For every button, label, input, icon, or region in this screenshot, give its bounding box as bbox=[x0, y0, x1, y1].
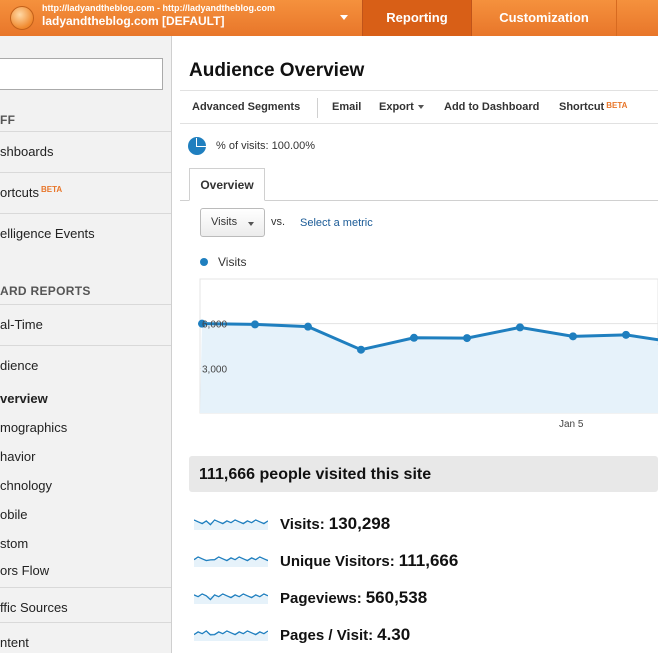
tab-reporting[interactable]: Reporting bbox=[362, 0, 472, 36]
sidebar-item-6[interactable]: dience bbox=[0, 345, 171, 385]
visits-point bbox=[622, 330, 630, 339]
sidebar-item-label: ffic Sources bbox=[0, 600, 68, 615]
sidebar-item-label: ortcuts bbox=[0, 185, 40, 200]
stat-row: Pageviews: 560,538 bbox=[194, 586, 658, 616]
segment-label: % of visits: 100.00% bbox=[216, 140, 316, 152]
top-nav-overflow bbox=[616, 0, 658, 36]
tab-divider bbox=[180, 200, 658, 201]
sidebar-item-4: ARD REPORTS bbox=[0, 283, 171, 311]
visits-point bbox=[357, 345, 365, 354]
sidebar-item-label: obile bbox=[0, 507, 28, 522]
sidebar-item-9[interactable]: havior bbox=[0, 449, 171, 477]
metric-select[interactable]: Visits bbox=[200, 208, 265, 237]
stat-row: Visits: 130,298 bbox=[194, 512, 658, 542]
chevron-down-icon bbox=[248, 222, 254, 226]
chevron-down-icon[interactable] bbox=[340, 15, 348, 20]
sidebar-item-15[interactable]: ntent bbox=[0, 622, 171, 653]
summary-bar: 111,666 people visited this site bbox=[189, 456, 658, 492]
sparkline-icon[interactable] bbox=[194, 627, 268, 641]
sidebar-item-7[interactable]: verview bbox=[0, 391, 171, 419]
y-tick-label: 6,000 bbox=[202, 320, 227, 331]
x-tick-label: Jan 5 bbox=[559, 419, 584, 430]
account-selector[interactable]: http://ladyandtheblog.com - http://ladya… bbox=[42, 3, 275, 29]
sidebar-item-label: elligence Events bbox=[0, 226, 95, 241]
sidebar-item-12[interactable]: stom bbox=[0, 536, 171, 564]
sidebar-item-label: ors Flow bbox=[0, 563, 50, 578]
sidebar-item-2[interactable]: ortcuts BETA bbox=[0, 172, 171, 212]
legend-label: Visits bbox=[218, 255, 247, 269]
tab-customization[interactable]: Customization bbox=[499, 10, 589, 25]
top-bar: http://ladyandtheblog.com - http://ladya… bbox=[0, 0, 658, 36]
sidebar-item-10[interactable]: chnology bbox=[0, 478, 171, 506]
sidebar-item-label: chnology bbox=[0, 478, 53, 493]
export-button[interactable]: Export bbox=[379, 101, 424, 113]
sidebar-item-label: FF bbox=[0, 113, 16, 127]
stat-value: 4.30 bbox=[377, 625, 411, 644]
page-title: Audience Overview bbox=[189, 60, 365, 81]
shortcut-button[interactable]: Shortcut BETA bbox=[559, 101, 628, 113]
visits-point bbox=[410, 333, 418, 342]
stat-value: 111,666 bbox=[398, 551, 459, 570]
sparkline-icon[interactable] bbox=[194, 553, 268, 567]
stat-row: Unique Visitors: 111,666 bbox=[194, 549, 658, 579]
sidebar-item-1[interactable]: shboards bbox=[0, 131, 171, 171]
stat-row: Pages / Visit: 4.30 bbox=[194, 623, 658, 653]
stat-label: Pages / Visit: 4.30 bbox=[280, 625, 411, 644]
sidebar-item-label: ntent bbox=[0, 635, 29, 650]
sidebar-item-8[interactable]: mographics bbox=[0, 420, 171, 448]
sidebar-item-label: mographics bbox=[0, 420, 68, 435]
stat-label: Pageviews: 560,538 bbox=[280, 588, 428, 607]
beta-badge: BETA bbox=[606, 101, 628, 110]
y-tick-label: 3,000 bbox=[202, 364, 227, 375]
visits-point bbox=[516, 323, 524, 332]
tab-overview[interactable]: Overview bbox=[189, 168, 265, 201]
visits-point bbox=[569, 332, 577, 341]
visits-point bbox=[463, 334, 471, 343]
visits-point bbox=[198, 319, 206, 328]
advanced-segments-button[interactable]: Advanced Segments bbox=[192, 101, 301, 113]
account-profile: ladyandtheblog.com [DEFAULT] bbox=[42, 14, 225, 28]
toolbar-divider bbox=[317, 98, 318, 118]
sidebar-item-3[interactable]: elligence Events bbox=[0, 213, 171, 253]
email-button[interactable]: Email bbox=[332, 101, 362, 113]
vs-label: vs. bbox=[271, 216, 286, 228]
add-to-dashboard-button[interactable]: Add to Dashboard bbox=[444, 101, 540, 113]
sidebar-item-label: al-Time bbox=[0, 317, 43, 332]
visits-area bbox=[200, 323, 658, 413]
account-url: http://ladyandtheblog.com - http://ladya… bbox=[42, 3, 275, 13]
visits-point bbox=[251, 320, 259, 329]
sidebar-item-label: shboards bbox=[0, 144, 54, 159]
summary-text: 111,666 people visited this site bbox=[199, 466, 432, 483]
stat-label: Unique Visitors: 111,666 bbox=[280, 551, 459, 570]
sidebar-search-input[interactable] bbox=[0, 58, 163, 90]
sparkline-icon[interactable] bbox=[194, 516, 268, 530]
sidebar-item-13[interactable]: ors Flow bbox=[0, 563, 171, 591]
sidebar-item-label: dience bbox=[0, 358, 39, 373]
select-metric-link[interactable]: Select a metric bbox=[300, 217, 373, 229]
chevron-down-icon bbox=[417, 105, 424, 110]
stat-label: Visits: 130,298 bbox=[280, 514, 391, 533]
sidebar-item-label: stom bbox=[0, 536, 29, 551]
sidebar-item-label: havior bbox=[0, 449, 36, 464]
sidebar-item-0: FF bbox=[0, 112, 171, 140]
visits-chart[interactable]: 6,000 3,000 Jan 5 bbox=[180, 271, 658, 471]
sidebar-item-5[interactable]: al-Time bbox=[0, 304, 171, 344]
stat-value: 560,538 bbox=[365, 588, 428, 607]
sidebar-item-label: ARD REPORTS bbox=[0, 284, 91, 298]
analytics-logo-icon[interactable] bbox=[10, 6, 34, 30]
main-content: Audience Overview Advanced Segments Emai… bbox=[180, 36, 658, 653]
segment-pie-icon[interactable] bbox=[188, 137, 206, 155]
sidebar: FF shboards ortcuts BETA elligence Events ARD… bbox=[0, 36, 172, 653]
sidebar-item-14[interactable]: ffic Sources bbox=[0, 587, 171, 627]
visits-point bbox=[304, 322, 312, 331]
sidebar-item-label: verview bbox=[0, 391, 48, 406]
stat-value: 130,298 bbox=[328, 514, 391, 533]
report-toolbar: Advanced Segments Email Export Add to Da… bbox=[180, 90, 658, 124]
beta-badge: BETA bbox=[41, 185, 63, 194]
sidebar-item-11[interactable]: obile bbox=[0, 507, 171, 535]
sparkline-icon[interactable] bbox=[194, 590, 268, 604]
legend-dot-icon bbox=[200, 258, 208, 266]
